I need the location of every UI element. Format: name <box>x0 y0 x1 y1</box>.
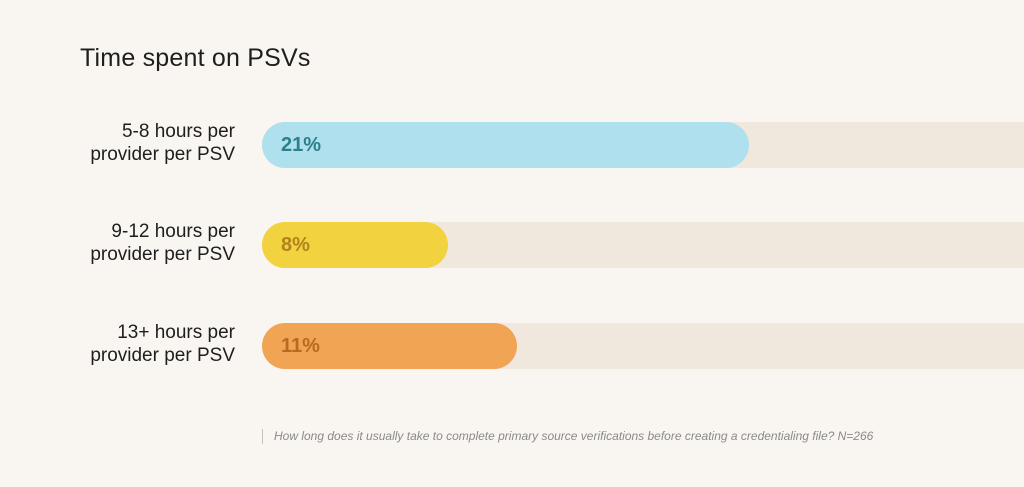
value-label: 21% <box>281 134 322 156</box>
category-label-line2: provider per PSV <box>90 144 235 165</box>
category-label: 5-8 hours per provider per PSV <box>15 120 235 166</box>
category-label: 9-12 hours per provider per PSV <box>15 220 235 266</box>
category-label-line1: 5-8 hours per <box>121 121 235 142</box>
category-label-line2: provider per PSV <box>90 345 235 366</box>
bar-row-9-12-hours: 9-12 hours per provider per PSV 8% <box>0 220 1024 268</box>
category-label: 13+ hours per provider per PSV <box>15 321 235 367</box>
footnote: How long does it usually take to complet… <box>274 429 874 443</box>
bar-fill <box>262 122 749 168</box>
value-label: 8% <box>281 234 310 256</box>
bar-row-13-plus-hours: 13+ hours per provider per PSV 11% <box>0 321 1024 369</box>
value-label: 11% <box>281 335 320 357</box>
category-label-line1: 9-12 hours per <box>111 221 235 242</box>
category-label-line1: 13+ hours per <box>117 322 235 343</box>
chart-title: Time spent on PSVs <box>80 44 311 72</box>
bar-row-5-8-hours: 5-8 hours per provider per PSV 21% <box>0 120 1024 168</box>
footnote-divider <box>262 429 263 444</box>
bar-fill <box>262 323 517 369</box>
category-label-line2: provider per PSV <box>90 244 235 265</box>
bar-fill <box>262 222 448 268</box>
